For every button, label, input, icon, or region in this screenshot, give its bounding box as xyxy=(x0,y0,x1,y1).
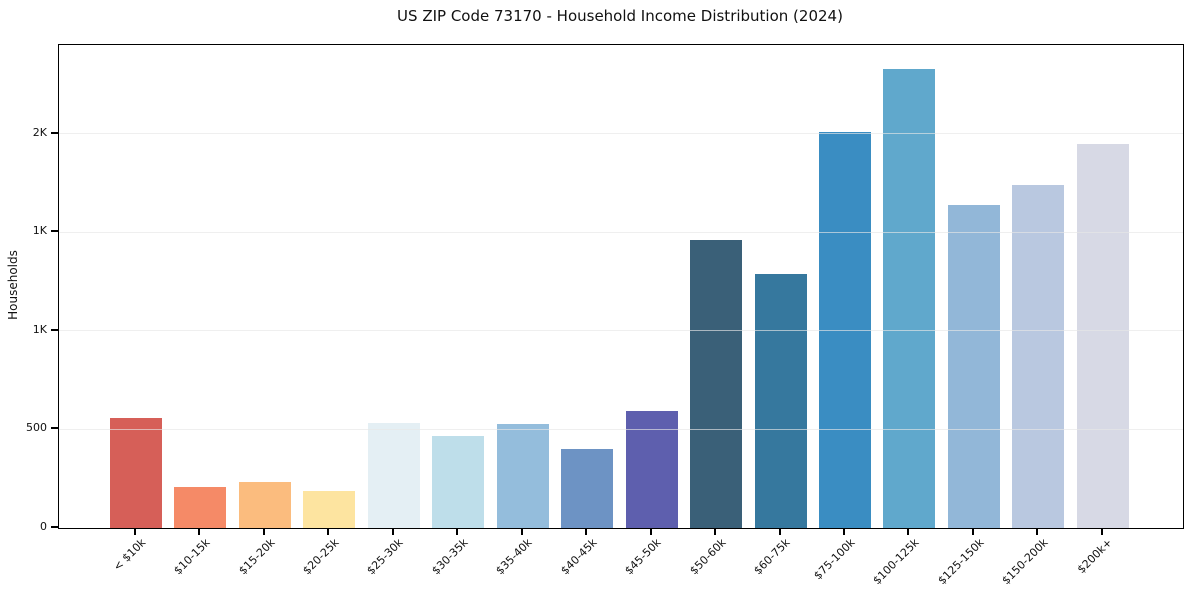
x-tick-mark xyxy=(134,528,136,535)
x-tick-mark xyxy=(1100,528,1103,535)
x-tick-mark xyxy=(778,528,781,535)
x-tick-mark xyxy=(198,528,201,535)
y-tick-mark xyxy=(51,328,58,331)
x-tick-mark xyxy=(456,528,459,535)
x-tick-mark xyxy=(262,528,265,535)
bar-0 xyxy=(110,417,162,528)
y-tick-label: 1K xyxy=(32,322,47,336)
y-tick-mark xyxy=(51,526,58,528)
x-tick-mark xyxy=(971,528,974,535)
y-tick-mark xyxy=(51,131,58,134)
bar-8 xyxy=(625,410,678,528)
bar-10 xyxy=(754,273,807,528)
bar-9 xyxy=(690,240,743,528)
bar-7 xyxy=(561,449,614,528)
bar-6 xyxy=(496,423,549,528)
bar-5 xyxy=(432,436,485,528)
x-tick-mark xyxy=(520,528,523,535)
y-tick-label: 500 xyxy=(26,421,47,435)
bar-11 xyxy=(818,131,871,528)
bar-2 xyxy=(238,481,291,528)
y-axis-label: Households xyxy=(6,250,20,320)
x-tick-mark xyxy=(907,528,910,535)
gridline-500 xyxy=(59,428,1183,430)
x-tick-mark xyxy=(1036,528,1039,535)
chart-title: US ZIP Code 73170 - Household Income Dis… xyxy=(397,7,843,25)
gridline-2000 xyxy=(59,133,1183,135)
bar-14 xyxy=(1012,185,1065,528)
gridline-1500 xyxy=(59,231,1183,233)
y-tick-mark xyxy=(51,427,58,430)
bar-4 xyxy=(367,422,420,528)
y-tick-label: 2K xyxy=(32,125,47,139)
x-tick-mark xyxy=(649,528,652,535)
bar-3 xyxy=(303,490,356,528)
bar-12 xyxy=(883,68,936,528)
y-tick-label: 1K xyxy=(32,224,47,238)
bar-13 xyxy=(947,204,1000,528)
x-tick-mark xyxy=(327,528,330,535)
x-tick-mark xyxy=(391,528,394,535)
plot-area xyxy=(58,44,1184,529)
bar-15 xyxy=(1076,143,1129,528)
gridline-1000 xyxy=(59,330,1183,332)
y-tick-mark xyxy=(51,230,58,233)
x-tick-mark xyxy=(585,528,588,535)
x-tick-mark xyxy=(714,528,717,535)
bar-1 xyxy=(174,486,227,528)
x-tick-mark xyxy=(843,528,845,535)
y-tick-label: 0 xyxy=(40,520,47,533)
